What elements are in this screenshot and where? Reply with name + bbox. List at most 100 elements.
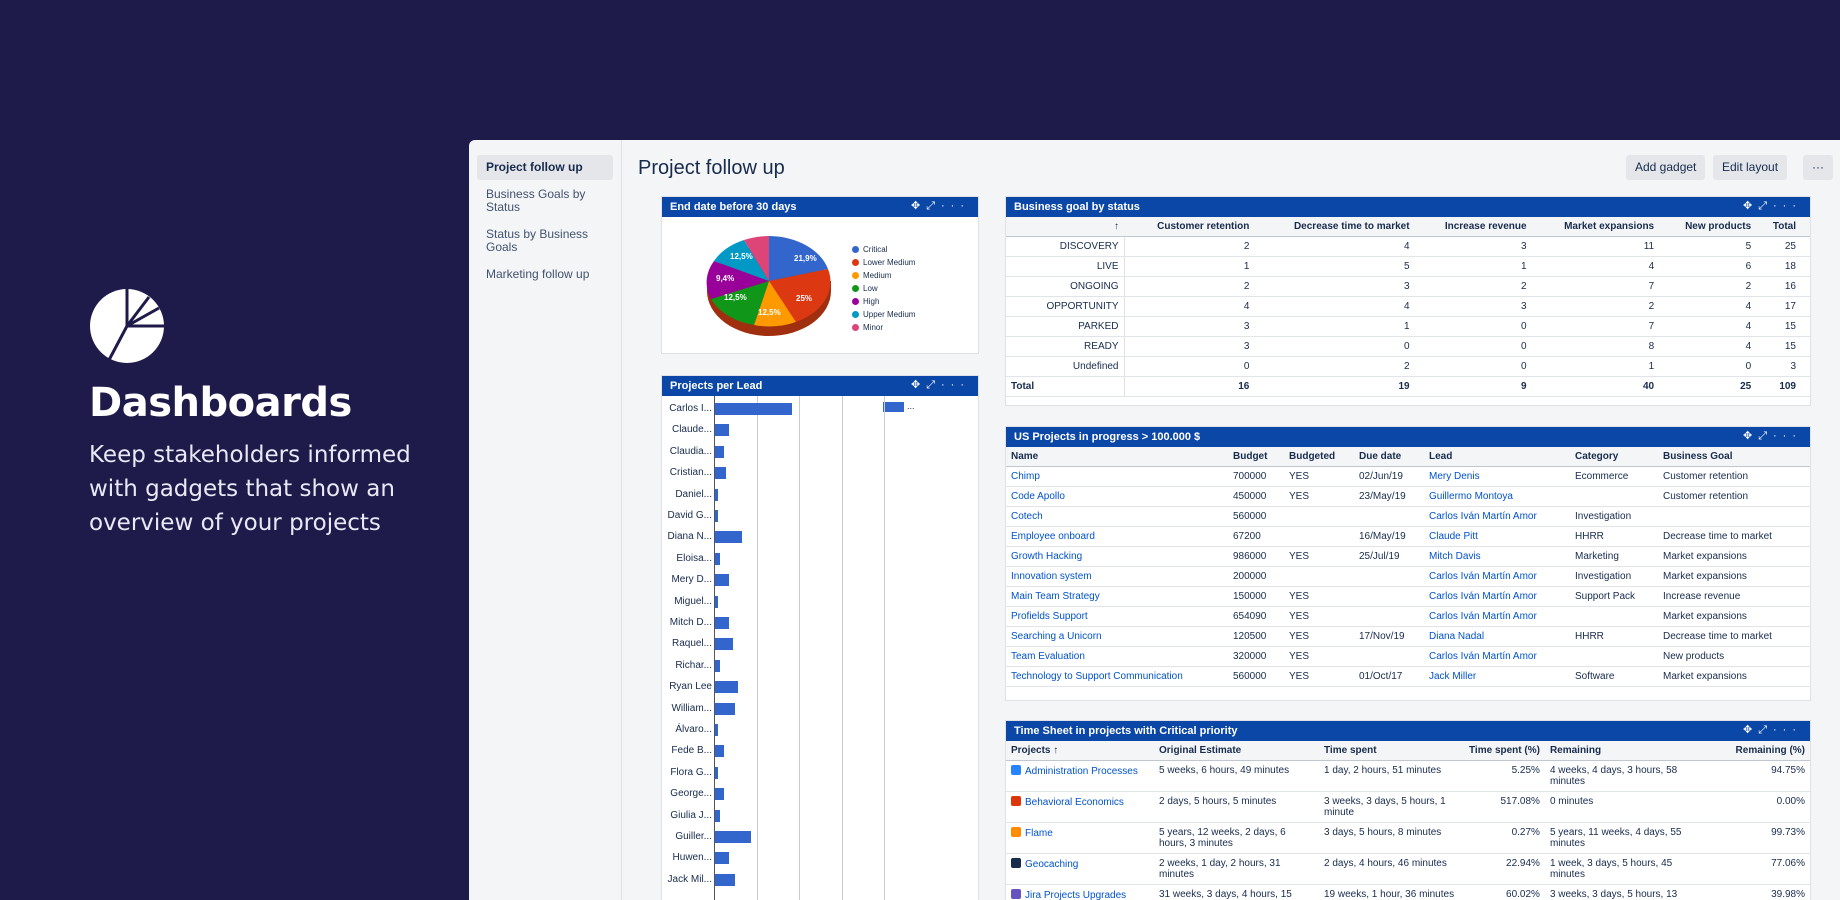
project-link[interactable]: Profields Support xyxy=(1006,606,1228,627)
gadget-controls[interactable]: ✥⤢··· xyxy=(910,379,970,391)
project-name[interactable]: Behavioral Economics xyxy=(1025,797,1124,808)
sidebar-item-business-goals-by-status[interactable]: Business Goals by Status xyxy=(486,187,586,214)
bar[interactable] xyxy=(715,531,743,544)
gadget-controls[interactable]: ✥⤢··· xyxy=(910,200,970,212)
table-cell: 120500 xyxy=(1228,626,1284,647)
table-row: Innovation system 200000 Carlos Iván Martí… xyxy=(1006,566,1810,587)
bar[interactable] xyxy=(715,617,729,629)
lead-link[interactable]: Carlos Iván Martín Amor xyxy=(1424,566,1570,587)
column-header[interactable]: Customer retention xyxy=(1124,217,1255,237)
project-name[interactable]: Flame xyxy=(1025,828,1053,839)
table-cell: Market expansions xyxy=(1658,566,1810,587)
sidebar-item-status-by-business-goals[interactable]: Status by Business Goals xyxy=(486,227,589,254)
column-header[interactable]: Due date xyxy=(1354,447,1424,467)
project-link[interactable]: Growth Hacking xyxy=(1006,546,1228,567)
lead-link[interactable]: Diana Nadal xyxy=(1424,626,1570,647)
bar[interactable] xyxy=(715,702,736,715)
project-link[interactable]: Geocaching xyxy=(1006,853,1154,885)
project-link[interactable]: Innovation system xyxy=(1006,566,1228,587)
project-link[interactable]: Searching a Unicorn xyxy=(1006,626,1228,647)
table-cell: 4 xyxy=(1659,316,1757,337)
lead-link[interactable]: Carlos Iván Martín Amor xyxy=(1424,646,1570,667)
column-header[interactable]: Original Estimate xyxy=(1154,741,1319,761)
column-header[interactable]: Projects ↑ xyxy=(1006,741,1154,761)
project-link[interactable]: Jira Projects Upgrades xyxy=(1006,884,1154,900)
lead-link[interactable]: Mery Denis xyxy=(1424,466,1570,487)
column-header[interactable]: Remaining (%) xyxy=(1699,741,1810,761)
bar[interactable] xyxy=(715,445,724,458)
lead-link[interactable]: Guillermo Montoya xyxy=(1424,486,1570,507)
bar[interactable] xyxy=(715,467,727,480)
bar[interactable] xyxy=(715,638,734,651)
sort-column-header[interactable]: ↑ xyxy=(1006,217,1124,237)
table-cell: 2 days, 4 hours, 46 minutes xyxy=(1319,853,1464,885)
more-options-button[interactable]: ··· xyxy=(1803,155,1833,180)
bar[interactable] xyxy=(715,552,720,565)
column-header[interactable]: Category xyxy=(1570,447,1658,467)
project-link[interactable]: Employee onboard xyxy=(1006,526,1228,547)
bar[interactable] xyxy=(715,724,718,736)
column-header[interactable]: Market expansions xyxy=(1531,217,1660,237)
bar[interactable] xyxy=(715,574,729,587)
project-link[interactable]: Cotech xyxy=(1006,506,1228,527)
column-header[interactable]: Time spent xyxy=(1319,741,1464,761)
lead-link[interactable]: Mitch Davis xyxy=(1424,546,1570,567)
column-header[interactable]: Name xyxy=(1006,447,1228,467)
project-link[interactable]: Flame xyxy=(1006,822,1154,854)
lead-link[interactable]: Claude Pitt xyxy=(1424,526,1570,547)
bar[interactable] xyxy=(715,488,718,501)
project-link[interactable]: Code Apollo xyxy=(1006,486,1228,507)
column-header[interactable]: Increase revenue xyxy=(1414,217,1532,237)
lead-link[interactable]: Jack Miller xyxy=(1424,666,1570,687)
table-cell: 1 xyxy=(1414,256,1532,277)
table-cell: 7 xyxy=(1531,316,1660,337)
bar[interactable] xyxy=(715,873,736,886)
gadget-controls[interactable]: ✥⤢··· xyxy=(1742,200,1802,212)
project-link[interactable]: Chimp xyxy=(1006,466,1228,487)
project-link[interactable]: Administration Processes xyxy=(1006,760,1154,792)
project-link[interactable]: Behavioral Economics xyxy=(1006,791,1154,823)
bar[interactable] xyxy=(715,852,729,865)
bar[interactable] xyxy=(715,403,792,415)
column-header[interactable]: Lead xyxy=(1424,447,1570,467)
gadget-controls[interactable]: ✥⤢··· xyxy=(1742,430,1802,442)
gadget-controls[interactable]: ✥⤢··· xyxy=(1742,724,1802,736)
bar[interactable] xyxy=(715,809,720,822)
lead-link[interactable]: Carlos Iván Martín Amor xyxy=(1424,606,1570,627)
column-header[interactable]: Total xyxy=(1756,217,1810,237)
bar[interactable] xyxy=(715,510,718,522)
lead-link[interactable]: Carlos Iván Martín Amor xyxy=(1424,586,1570,607)
project-name[interactable]: Jira Projects Upgrades xyxy=(1025,890,1127,900)
column-header[interactable]: Budget xyxy=(1228,447,1284,467)
sidebar-item-project-follow-up[interactable]: Project follow up xyxy=(477,155,613,180)
table-cell xyxy=(1284,526,1354,547)
project-link[interactable]: Team Evaluation xyxy=(1006,646,1228,667)
bar[interactable] xyxy=(715,831,752,843)
column-header[interactable]: Decrease time to market xyxy=(1254,217,1415,237)
table-cell: 99.73% xyxy=(1699,822,1810,854)
column-header[interactable]: Budgeted xyxy=(1284,447,1354,467)
column-header[interactable]: Business Goal xyxy=(1658,447,1810,467)
column-header[interactable]: Remaining xyxy=(1544,741,1700,761)
bar[interactable] xyxy=(715,424,729,437)
project-link[interactable]: Main Team Strategy xyxy=(1006,586,1228,607)
bar-category-label: Ryan Lee xyxy=(669,681,712,693)
column-header[interactable]: Time spent (%) xyxy=(1464,741,1545,761)
bar-category-label: Miguel... xyxy=(674,595,712,607)
edit-layout-button[interactable]: Edit layout xyxy=(1713,155,1788,180)
bar[interactable] xyxy=(715,681,738,694)
project-link[interactable]: Technology to Support Communication xyxy=(1006,666,1228,687)
project-name[interactable]: Administration Processes xyxy=(1025,766,1138,777)
sidebar-item-marketing-follow-up[interactable]: Marketing follow up xyxy=(486,267,590,281)
bar[interactable] xyxy=(715,788,724,801)
add-gadget-button[interactable]: Add gadget xyxy=(1626,155,1706,180)
column-header[interactable]: New products xyxy=(1659,217,1757,237)
bar[interactable] xyxy=(715,745,724,758)
jira-icon xyxy=(1011,889,1021,899)
bar[interactable] xyxy=(715,659,720,672)
bar[interactable] xyxy=(715,766,718,779)
project-name[interactable]: Geocaching xyxy=(1025,859,1079,870)
lead-link[interactable]: Carlos Iván Martín Amor xyxy=(1424,506,1570,527)
table-cell: 4 xyxy=(1531,256,1660,277)
bar[interactable] xyxy=(715,595,718,608)
